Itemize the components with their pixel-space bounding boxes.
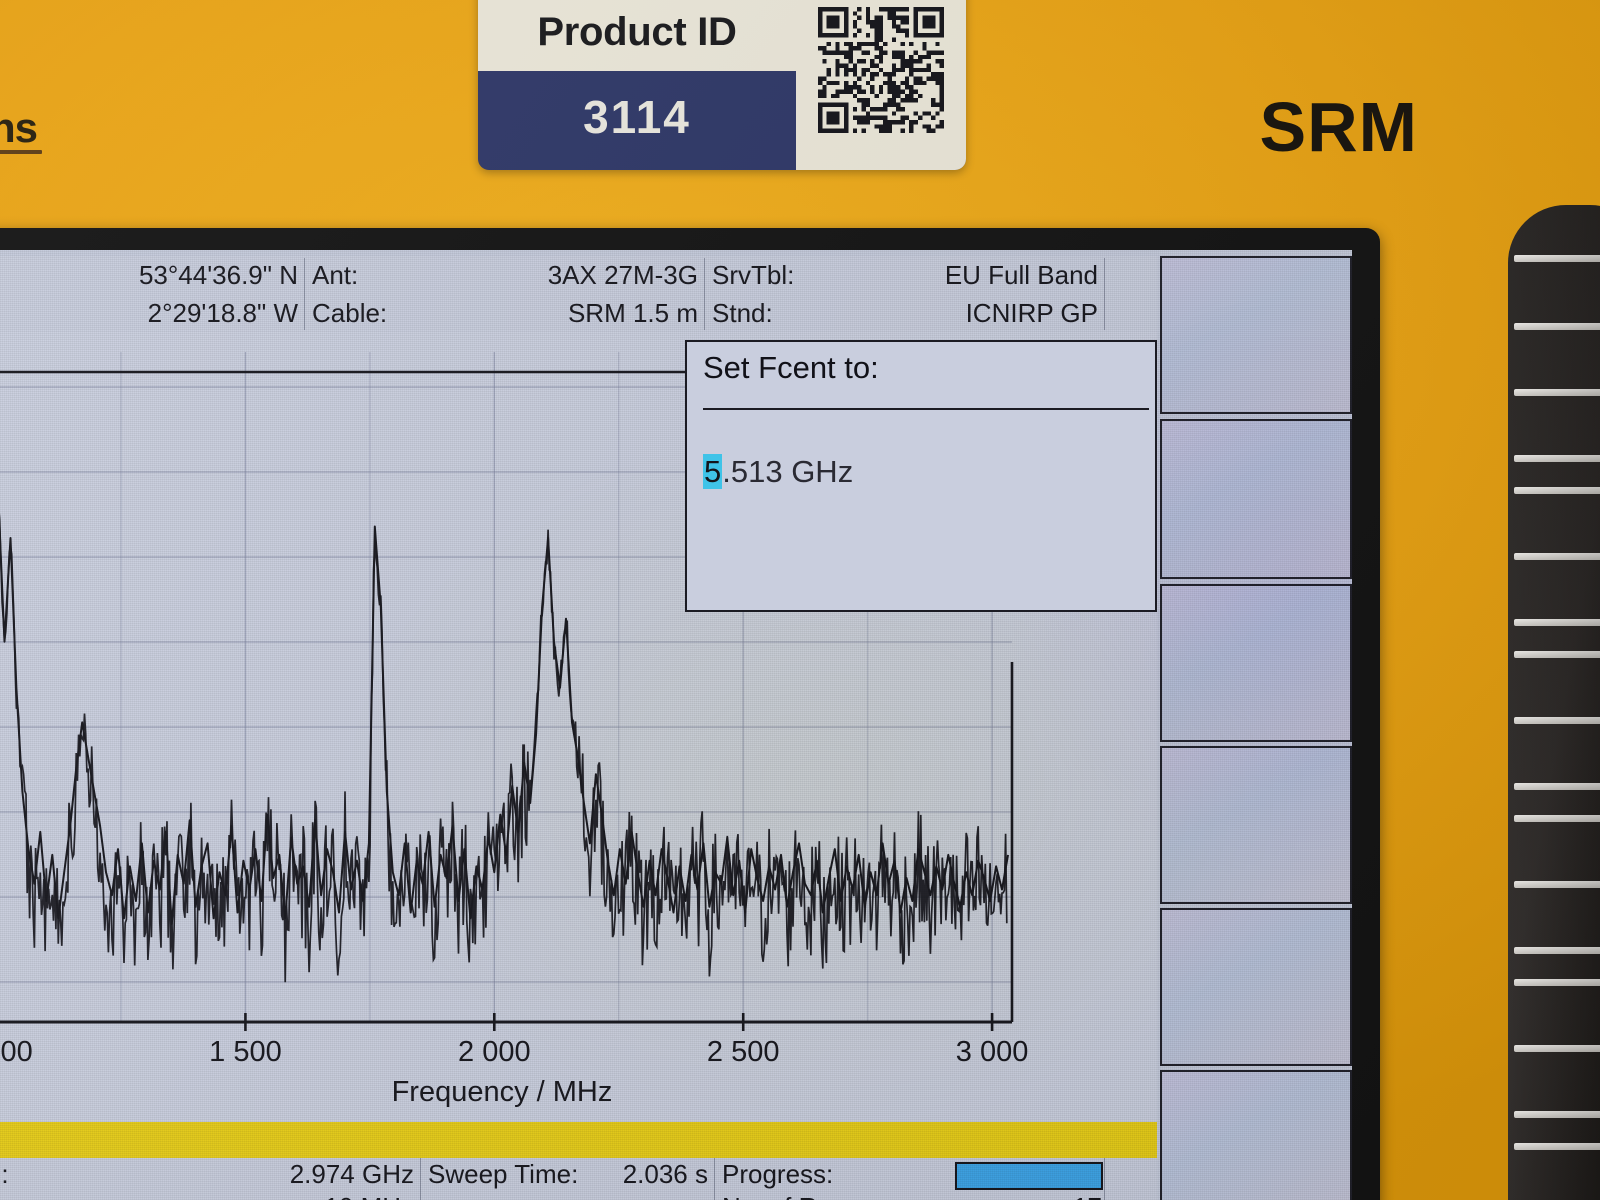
softkey-2[interactable] <box>1160 419 1352 579</box>
antenna-label: Ant: <box>312 260 359 290</box>
brand-underline <box>0 150 42 154</box>
sweep-time-label: Sweep Time: <box>428 1159 579 1189</box>
header-divider-3 <box>1104 258 1105 330</box>
hardkey-separator-15 <box>1514 1045 1600 1052</box>
hardkey-bezel[interactable] <box>1508 205 1600 1200</box>
sticker-id-text: 3114 <box>583 91 691 143</box>
span-value: 2.974 GHz <box>289 1159 414 1189</box>
hardkey-separator-9 <box>1514 717 1600 724</box>
hardkey-separator-8 <box>1514 651 1600 658</box>
antenna-value: 3AX 27M-3G <box>547 260 698 290</box>
status-bar: pan: 2.974 GHz Sweep Time: 2.036 s Progr… <box>0 1158 1157 1200</box>
softkey-6[interactable] <box>1160 1070 1352 1200</box>
hardkey-separator-10 <box>1514 783 1600 790</box>
fcent-remaining-value: .513 GHz <box>722 454 854 489</box>
bandwidth-value: 10 MHz <box>112 1191 414 1200</box>
gps-latitude-value: 53°44'36.9" N <box>138 260 298 290</box>
x-tick-label-2500: 2 500 <box>706 1036 780 1068</box>
bandwidth-label: W: <box>0 1191 118 1200</box>
x-tick-label-1000: 1 000 <box>0 1036 33 1068</box>
header-divider-2 <box>704 258 705 330</box>
lcd-screen: S: 53°44'36.9" N Ant: 3AX 27M-3G SrvTbl:… <box>0 250 1352 1200</box>
progress-bar <box>955 1162 1103 1190</box>
x-tick-label-3000: 3 000 <box>955 1036 1029 1068</box>
brand-text-fragment: ns <box>0 104 38 151</box>
fcent-input-field[interactable]: 5.513 GHz <box>703 454 853 490</box>
span-label: pan: <box>0 1159 9 1189</box>
product-id-sticker: www.narda-sts.com Product ID 3114 <box>478 0 966 170</box>
service-table-label: SrvTbl: <box>712 260 795 290</box>
footer-divider-1 <box>420 1158 421 1200</box>
hardkey-separator-16 <box>1514 1111 1600 1118</box>
softkey-1[interactable] <box>1160 256 1352 414</box>
dialog-title: Set Fcent to: <box>703 350 879 385</box>
sweep-time-value: 2.036 s <box>622 1159 708 1189</box>
gps-label-2 <box>0 294 78 332</box>
status-divider-band <box>0 1122 1157 1158</box>
standard-value: ICNIRP GP <box>965 298 1098 328</box>
hardkey-separator-7 <box>1514 619 1600 626</box>
hardkey-separator-14 <box>1514 979 1600 986</box>
hardkey-separator-13 <box>1514 947 1600 954</box>
runs-label: No. of Runs: <box>722 1191 982 1200</box>
hardkey-separator-3 <box>1514 389 1600 396</box>
gps-label: S: <box>0 256 78 294</box>
softkey-5[interactable] <box>1160 908 1352 1066</box>
x-tick-label-1500: 1 500 <box>209 1036 282 1068</box>
softkey-4[interactable] <box>1160 746 1352 904</box>
gps-longitude-value: 2°29'18.8" W <box>147 298 298 328</box>
progress-bar-fill <box>957 1164 1101 1188</box>
x-tick-label-2000: 2 000 <box>458 1036 531 1068</box>
srm-wordmark: SRM <box>1259 88 1418 166</box>
hardkey-separator-6 <box>1514 553 1600 560</box>
x-axis-title: Frequency / MHz <box>391 1076 613 1108</box>
hardkey-separator-1 <box>1514 255 1600 262</box>
runs-value: 17 <box>952 1191 1102 1200</box>
cable-value: SRM 1.5 m <box>567 298 698 328</box>
hardkey-separator-11 <box>1514 815 1600 822</box>
sticker-label-text: Product ID <box>537 9 737 54</box>
sticker-label-band: Product ID <box>478 0 796 71</box>
cable-label: Cable: <box>312 298 388 328</box>
hardkey-separator-5 <box>1514 487 1600 494</box>
footer-divider-3 <box>1104 1158 1105 1200</box>
dialog-separator <box>703 408 1149 410</box>
header-divider-1 <box>304 258 305 330</box>
hardkey-separator-17 <box>1514 1143 1600 1150</box>
footer-divider-2 <box>714 1158 715 1200</box>
softkey-panel <box>1160 256 1352 1200</box>
fcent-selected-digit: 5 <box>703 454 723 489</box>
softkey-3[interactable] <box>1160 584 1352 742</box>
sticker-id-band: 3114 <box>478 71 796 163</box>
plot-grid-and-trace <box>0 352 1014 1031</box>
hardkey-separator-12 <box>1514 881 1600 888</box>
set-fcent-dialog[interactable]: Set Fcent to: 5.513 GHz <box>685 340 1157 612</box>
qr-code-icon <box>796 0 966 170</box>
hardkey-separator-2 <box>1514 323 1600 330</box>
hardkey-separator-4 <box>1514 455 1600 462</box>
measurement-header: S: 53°44'36.9" N Ant: 3AX 27M-3G SrvTbl:… <box>0 256 1157 332</box>
service-table-value: EU Full Band <box>944 260 1098 290</box>
progress-label: Progress: <box>722 1159 834 1189</box>
standard-label: Stnd: <box>712 298 773 328</box>
